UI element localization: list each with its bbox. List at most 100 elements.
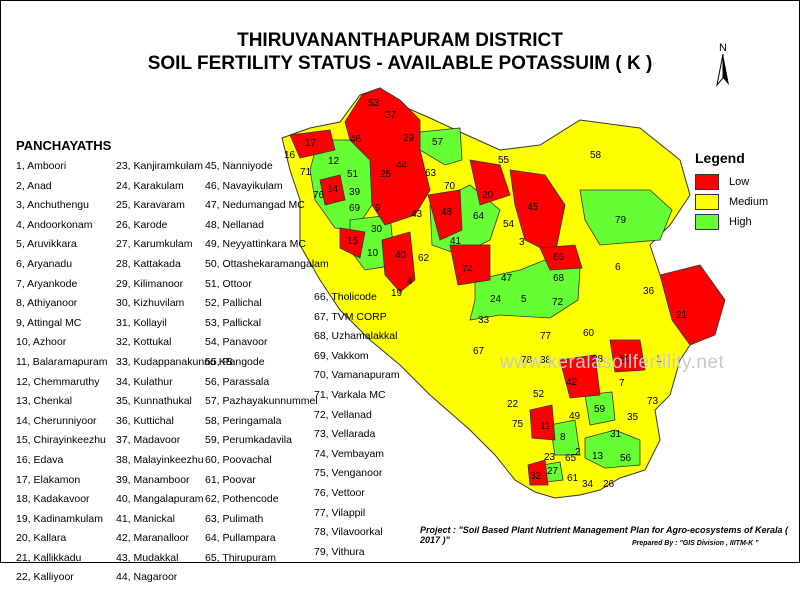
svg-text:38: 38: [540, 355, 552, 366]
svg-text:36: 36: [643, 286, 655, 297]
region-8: [549, 419, 581, 456]
panchayath-item: 70, Vamanapuram: [314, 369, 400, 382]
panchayath-item: 15, Chirayinkeezhu: [16, 434, 106, 447]
svg-text:62: 62: [418, 253, 430, 264]
panchayath-item: 13, Chenkal: [16, 395, 73, 408]
panchayath-item: 39, Manamboor: [116, 473, 190, 486]
svg-text:7: 7: [619, 378, 625, 389]
map-title: THIRUVANANTHAPURAM DISTRICT: [237, 30, 563, 51]
svg-text:4: 4: [407, 276, 413, 287]
svg-text:50: 50: [620, 354, 632, 365]
panchayath-item: 35, Kunnathukal: [116, 395, 192, 408]
svg-text:79: 79: [615, 215, 627, 226]
panchayath-item: 52, Pallichal: [205, 297, 262, 310]
panchayath-item: 51, Ottoor: [205, 277, 252, 290]
svg-text:15: 15: [347, 236, 359, 247]
svg-text:41: 41: [450, 236, 462, 247]
panchayath-item: 54, Panavoor: [205, 336, 268, 349]
panchayath-item: 31, Kollayil: [116, 316, 167, 329]
panchayath-list-col-4: 66, Tholicode 67, TVM CORP 68, Uzhamalakka…: [314, 291, 400, 565]
panchayath-item: 23, Kanjiramkulam: [116, 160, 203, 172]
panchayath-item: 58, Peringamala: [205, 414, 282, 427]
svg-text:66: 66: [553, 252, 565, 263]
svg-text:52: 52: [533, 389, 545, 400]
watermark-text: www.keralasoilfertility.net: [500, 352, 725, 373]
panchayath-item: 72, Vellanad: [314, 408, 372, 421]
svg-text:32: 32: [530, 471, 542, 482]
svg-text:37: 37: [385, 110, 397, 121]
svg-text:16: 16: [284, 150, 296, 161]
region-42: [559, 354, 601, 399]
svg-text:42: 42: [566, 377, 578, 388]
panchayaths-heading: PANCHAYATHS: [16, 138, 112, 153]
svg-text:34: 34: [582, 479, 594, 490]
panchayath-item: 30, Kizhuvilam: [116, 297, 185, 310]
panchayath-item: 69, Vakkom: [314, 349, 369, 362]
panchayath-item: 71, Varkala MC: [314, 388, 386, 401]
svg-text:33: 33: [478, 315, 490, 326]
panchayath-item: 78, Vilavoorkal: [314, 526, 383, 539]
svg-text:8: 8: [560, 432, 566, 443]
project-caption: Project : "Soil Based Plant Nutrient Man…: [420, 525, 789, 545]
panchayath-item: 45, Nanniyode: [205, 160, 273, 172]
panchayath-item: 24, Karakulam: [116, 179, 184, 192]
legend-item-medium: Medium: [695, 192, 790, 212]
panchayath-item: 55, Pangode: [205, 355, 265, 368]
svg-text:11: 11: [540, 421, 551, 432]
svg-text:39: 39: [349, 187, 361, 198]
svg-text:56: 56: [620, 453, 632, 464]
svg-text:28: 28: [592, 354, 604, 365]
panchayath-item: 6, Aryanadu: [16, 257, 73, 270]
svg-text:30: 30: [371, 224, 383, 235]
svg-text:71: 71: [300, 167, 312, 178]
svg-text:27: 27: [547, 466, 559, 477]
panchayath-item: 33, Kudappanakunnu KB: [116, 355, 233, 368]
panchayath-item: 65, Thirupuram: [205, 551, 277, 564]
region-74: [449, 244, 491, 286]
svg-text:26: 26: [603, 479, 615, 490]
svg-text:45: 45: [527, 202, 539, 213]
panchayath-item: 53, Pallickal: [205, 316, 262, 329]
panchayath-item: 68, Uzhamalakkal: [314, 330, 398, 343]
svg-text:14: 14: [327, 184, 339, 195]
legend-item-high: High: [695, 212, 790, 232]
region-13-56: [584, 429, 641, 469]
svg-text:17: 17: [305, 138, 317, 149]
panchayath-item: 17, Elakamon: [16, 473, 81, 486]
region-17: [289, 129, 336, 159]
svg-text:23: 23: [544, 452, 556, 463]
panchayath-item: 61, Poovar: [205, 473, 256, 486]
panchayath-item: 77, Vilappil: [314, 506, 366, 519]
panchayath-item: 62, Pothencode: [205, 493, 279, 506]
svg-text:59: 59: [594, 404, 606, 415]
panchayath-item: 28, Kattakada: [116, 257, 181, 270]
svg-text:78: 78: [521, 355, 533, 366]
panchayath-item: 27, Karumkulam: [116, 238, 193, 251]
panchayath-item: 60, Poovachal: [205, 453, 272, 466]
svg-text:46: 46: [350, 134, 362, 145]
panchayath-item: 41, Manickal: [116, 512, 175, 525]
panchayath-item: 16, Edava: [16, 453, 64, 466]
svg-text:48: 48: [441, 207, 453, 218]
legend-item-low: Low: [695, 172, 790, 192]
svg-text:1: 1: [656, 354, 662, 365]
svg-text:21: 21: [676, 310, 688, 321]
region-21: [659, 264, 726, 346]
panchayath-item: 20, Kallara: [16, 532, 67, 545]
panchayath-item: 9, Attingal MC: [16, 316, 82, 329]
svg-text:2: 2: [575, 447, 581, 458]
svg-text:54: 54: [503, 219, 515, 230]
svg-text:68: 68: [553, 273, 565, 284]
panchayath-item: 1, Amboori: [16, 160, 67, 172]
svg-text:29: 29: [403, 133, 415, 144]
svg-text:12: 12: [328, 156, 340, 167]
panchayath-item: 75, Venganoor: [314, 467, 383, 480]
region-50: [609, 339, 646, 373]
panchayath-item: 50, Ottashekaramangalam: [205, 257, 329, 270]
svg-text:75: 75: [512, 419, 524, 430]
legend: Legend Low Medium High: [695, 150, 790, 232]
panchayath-item: 19, Kadinamkulam: [16, 512, 103, 525]
panchayath-item: 67, TVM CORP: [314, 310, 387, 323]
region-24-5-72-68-33: [469, 259, 581, 321]
panchayath-item: 47, Nedumangad MC: [205, 199, 305, 212]
